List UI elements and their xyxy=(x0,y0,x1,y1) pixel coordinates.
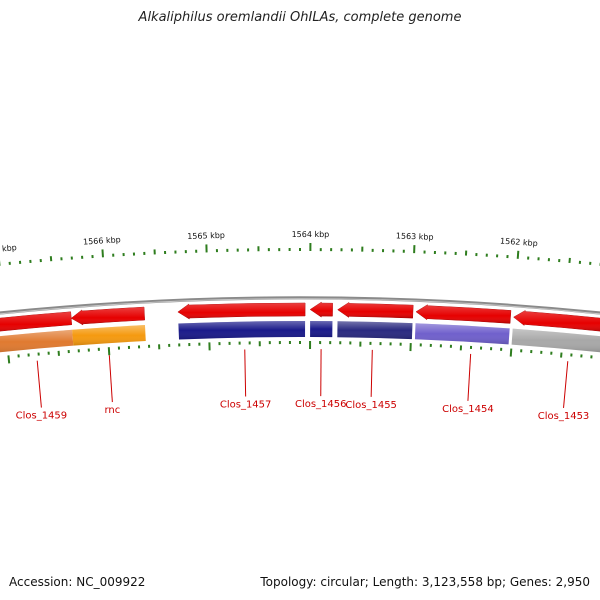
inner-scale-ticks xyxy=(7,341,593,364)
gene-label[interactable]: Clos_1455 xyxy=(345,400,397,411)
gene-band-shade xyxy=(72,325,146,346)
gene-band-shade xyxy=(337,321,413,340)
gene-arrow-shade xyxy=(0,311,72,332)
gene-label[interactable]: Clos_1454 xyxy=(442,404,494,415)
gene-arrows xyxy=(0,301,600,332)
gene-arrow-shade xyxy=(337,302,414,319)
gene-arrow-shade xyxy=(513,310,600,332)
scale-label: 1567 kbp xyxy=(0,243,17,256)
gene-label[interactable]: Clos_1453 xyxy=(538,411,590,422)
outer-scale-ticks xyxy=(0,243,600,266)
gene-band-shade xyxy=(511,328,600,353)
genome-backbone xyxy=(0,296,600,315)
gene-band-shade xyxy=(0,329,74,353)
scale-label: 1562 kbp xyxy=(500,236,538,248)
gene-arrow-shade xyxy=(310,302,333,318)
genome-backbone-highlight xyxy=(0,298,600,315)
inner-tick-mark xyxy=(107,347,111,356)
topology-text: Topology: circular; Length: 3,123,558 bp… xyxy=(260,575,590,589)
gene-leader-line xyxy=(36,360,42,408)
gene-leader-line xyxy=(370,349,373,397)
gene-band-shade xyxy=(310,321,333,338)
gene-band-shade xyxy=(178,321,306,340)
scale-label: 1564 kbp xyxy=(292,230,330,239)
gene-label[interactable]: rnc xyxy=(104,405,120,416)
scale-labels: 1567 kbp 1566 kbp 1565 kbp 1564 kbp 1563 kbp… xyxy=(0,230,538,256)
genome-backbone-layer xyxy=(0,296,600,315)
gene-label[interactable]: Clos_1459 xyxy=(16,411,68,422)
scale-label: 1565 kbp xyxy=(187,231,225,241)
gene-leader-line xyxy=(108,355,113,403)
gene-band-shade xyxy=(414,323,510,345)
scale-label: 1563 kbp xyxy=(396,231,434,241)
outer-tick-mark xyxy=(101,249,104,258)
gene-bands xyxy=(0,321,600,353)
inner-tick-mark xyxy=(509,348,513,357)
gene-arrow-shade xyxy=(415,304,511,324)
gene-arrow-shade xyxy=(177,302,306,320)
gene-arrow-shade xyxy=(71,307,145,325)
accession-text: Accession: NC_009922 xyxy=(9,575,146,589)
inner-tick-mark xyxy=(7,355,11,364)
gene-leader-line xyxy=(563,361,569,409)
gene-leader-line xyxy=(467,353,472,401)
scale-label: 1566 kbp xyxy=(83,235,121,246)
map-title: Alkaliphilus oremlandii OhILAs, complete… xyxy=(138,10,462,25)
gene-label[interactable]: Clos_1456 xyxy=(295,399,347,410)
outer-tick-mark xyxy=(516,250,520,259)
gene-leader-lines xyxy=(36,349,569,409)
gene-label[interactable]: Clos_1457 xyxy=(220,400,272,411)
gene-leader-line xyxy=(244,349,247,397)
